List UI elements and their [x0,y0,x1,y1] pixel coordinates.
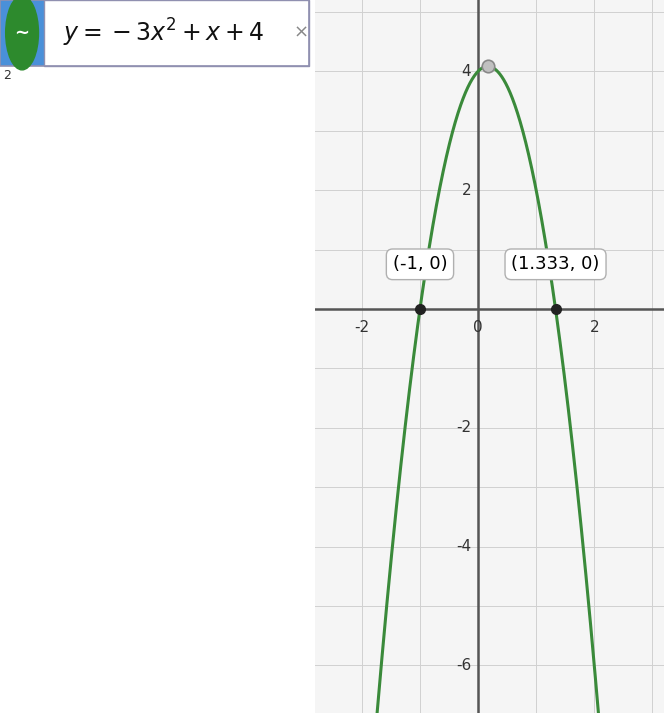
Text: 1: 1 [3,9,11,21]
Circle shape [6,0,39,70]
Text: (1.333, 0): (1.333, 0) [511,255,600,273]
FancyBboxPatch shape [0,0,44,66]
Text: -6: -6 [456,658,471,673]
Text: 4: 4 [461,63,471,79]
FancyBboxPatch shape [44,0,309,66]
Text: 2: 2 [461,183,471,198]
Text: 2: 2 [3,69,11,82]
Text: (-1, 0): (-1, 0) [392,255,448,273]
Text: -4: -4 [456,539,471,554]
Text: $y = -3x^2 + x + 4$: $y = -3x^2 + x + 4$ [63,16,265,49]
Text: 0: 0 [473,319,483,334]
Text: -2: -2 [456,420,471,436]
Text: ∼: ∼ [15,24,30,42]
Text: ×: × [293,24,309,42]
Text: -2: -2 [355,319,369,334]
Text: 2: 2 [590,319,599,334]
